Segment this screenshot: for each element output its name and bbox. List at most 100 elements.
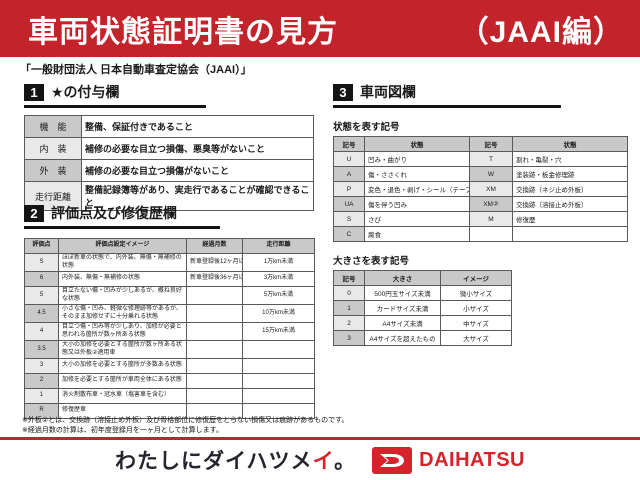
footnote-line: ※経過月数の計算は、初年度登録月を一ヶ月として計算します。 bbox=[22, 426, 223, 434]
table-row: S さび M 修復歴 bbox=[333, 211, 628, 227]
symbol-cell: 0 bbox=[333, 285, 365, 301]
table-row: 1 消火剤散布車・冠水車（塩害車を含む） bbox=[24, 388, 315, 404]
state-cell: 交換跡（溶接止め外板） bbox=[512, 196, 628, 212]
section1-header: 1 ★の付与欄 bbox=[24, 82, 206, 108]
table-row: 0 500円玉サイズ未満 微小サイズ bbox=[333, 285, 512, 301]
column-header: 経過月数 bbox=[186, 238, 243, 254]
score-cell: S bbox=[24, 253, 59, 272]
months-cell bbox=[186, 286, 243, 305]
size-cell: A4サイズを超えたもの bbox=[364, 330, 441, 346]
slogan-accent-text: イ bbox=[312, 450, 335, 473]
score-cell: 3.5 bbox=[24, 340, 59, 359]
state-cell: 塗装跡・板金修理跡 bbox=[512, 166, 628, 182]
table-row: 3.5 大小の加修を必要とする箇所が数ヶ所ある状態又は外板②適用車 bbox=[24, 340, 315, 359]
state-cell: 傷・ささくれ bbox=[364, 166, 470, 182]
size-cell: 500円玉サイズ未満 bbox=[364, 285, 441, 301]
evaluation-table: 評価点 評価点設定イメージ 経過月数 走行距離 S ほぼ新車の状態で、内外装、無… bbox=[24, 238, 315, 419]
image-cell: ほぼ新車の状態で、内外装、無傷・無補修の状態 bbox=[58, 253, 187, 272]
table-row: 機 能 整備、保証付きであること bbox=[24, 115, 314, 138]
row-label: 内 装 bbox=[24, 137, 82, 160]
section2-number-badge: 2 bbox=[24, 204, 44, 222]
image-cell: 小さな傷・凹み、軽微な修理跡等があるが、そのまま加修せずに十分乗れる状態 bbox=[58, 304, 187, 323]
months-cell bbox=[186, 340, 243, 359]
state-cell: 凹み・曲がり bbox=[364, 151, 470, 167]
page-edition: （JAAI編） bbox=[458, 15, 624, 49]
column-header: イメージ bbox=[440, 270, 512, 286]
section3-title: 車両図欄 bbox=[360, 84, 416, 100]
table-row: 3 大小の加修を必要とする箇所が多数ある状態 bbox=[24, 358, 315, 374]
table-header-row: 評価点 評価点設定イメージ 経過月数 走行距離 bbox=[24, 238, 315, 254]
image-cell: 大小の加修を必要とする箇所が数ヶ所ある状態又は外板②適用車 bbox=[58, 340, 187, 359]
table-row: 4 目立つ傷・凹み等が少しあり、加修が必要と思われる箇所が数ヶ所ある状態 15万… bbox=[24, 322, 315, 341]
image-cell: 消火剤散布車・冠水車（塩害車を含む） bbox=[58, 388, 187, 404]
table-row: 3 A4サイズを超えたもの 大サイズ bbox=[333, 330, 512, 346]
distance-cell: 10万km未満 bbox=[242, 304, 315, 323]
column-header: 記号 bbox=[469, 136, 513, 152]
size-table-caption: 大きさを表す記号 bbox=[333, 256, 410, 267]
table-row: 1 カードサイズ未満 小サイズ bbox=[333, 300, 512, 316]
symbol-cell: 3 bbox=[333, 330, 365, 346]
score-cell: 2 bbox=[24, 373, 59, 389]
image-cell: 大小の加修を必要とする箇所が多数ある状態 bbox=[58, 358, 187, 374]
distance-cell: 3万km未満 bbox=[242, 271, 315, 287]
footnote-line: ※外板②とは、交換跡（溶接止め外板）及び骨格部位に修復歴をとらない損傷又は痕跡が… bbox=[22, 417, 349, 424]
table-row: 内 装 補修の必要な目立つ損傷、悪臭等がないこと bbox=[24, 137, 314, 160]
brand-name: DAIHATSU bbox=[419, 448, 526, 471]
months-cell bbox=[186, 373, 243, 389]
section-vehicle-diagram: 3 車両図欄 状態を表す記号 記号 状態 記号 状態 U 凹み・曲がり T 割れ… bbox=[333, 82, 628, 346]
symbol-cell: S bbox=[333, 211, 365, 227]
score-cell: 4 bbox=[24, 322, 59, 341]
image-cell: 微小サイズ bbox=[440, 285, 512, 301]
row-label: 外 装 bbox=[24, 159, 82, 182]
state-cell: 割れ・亀裂・穴 bbox=[512, 151, 628, 167]
state-cell: 腐食 bbox=[364, 226, 470, 242]
state-cell: 変色・退色・剥げ・シール（テープ）跡 bbox=[364, 181, 470, 197]
column-header: 状態 bbox=[512, 136, 628, 152]
row-desc: 整備記録簿等があり、実走行であることが確認できること bbox=[81, 181, 314, 211]
image-cell: 加修を必要とする箇所が車両全体にある状態 bbox=[58, 373, 187, 389]
divider-rule bbox=[0, 437, 640, 440]
table-header-row: 記号 大きさ イメージ bbox=[333, 270, 512, 286]
symbol-cell: UA bbox=[333, 196, 365, 212]
state-cell bbox=[512, 226, 628, 242]
section3-header: 3 車両図欄 bbox=[333, 82, 561, 108]
column-header: 評価点設定イメージ bbox=[58, 238, 187, 254]
table-row: S ほぼ新車の状態で、内外装、無傷・無補修の状態 新車登録後12ヶ月以内 1万k… bbox=[24, 253, 315, 272]
association-subtitle: 「一般財団法人 日本自動車査定協会（JAAI）」 bbox=[20, 64, 252, 76]
distance-cell bbox=[242, 403, 315, 419]
symbol-cell: U bbox=[333, 151, 365, 167]
state-cell: 修復歴 bbox=[512, 211, 628, 227]
distance-cell bbox=[242, 340, 315, 359]
row-desc: 補修の必要な目立つ損傷、悪臭等がないこと bbox=[81, 137, 314, 160]
distance-cell: 15万km未満 bbox=[242, 322, 315, 341]
months-cell bbox=[186, 304, 243, 323]
daihatsu-d-mark-icon bbox=[372, 446, 413, 474]
image-cell: 小サイズ bbox=[440, 300, 512, 316]
daihatsu-brand-logo: DAIHATSU bbox=[372, 446, 526, 474]
symbol-cell: P bbox=[333, 181, 365, 197]
section3-number-badge: 3 bbox=[333, 83, 353, 101]
daihatsu-slogan-logo: わたしにダイハツメイ。 bbox=[115, 445, 356, 475]
column-header: 大きさ bbox=[364, 270, 441, 286]
distance-cell: 5万km未満 bbox=[242, 286, 315, 305]
table-row: 6 内外装、無傷・無補修の状態 新車登録後36ヶ月以内 3万km未満 bbox=[24, 271, 315, 287]
symbol-cell: W bbox=[469, 166, 513, 182]
row-desc: 補修の必要な目立つ損傷がないこと bbox=[81, 159, 314, 182]
image-cell: 内外装、無傷・無補修の状態 bbox=[58, 271, 187, 287]
row-desc: 整備、保証付きであること bbox=[81, 115, 314, 138]
table-row: 5 目立たない傷・凹みが少しあるが、概ね良好な状態 5万km未満 bbox=[24, 286, 315, 305]
footer: わたしにダイハツメイ。 DAIHATSU bbox=[0, 443, 640, 477]
state-cell: さび bbox=[364, 211, 470, 227]
column-header: 状態 bbox=[364, 136, 470, 152]
distance-cell bbox=[242, 358, 315, 374]
symbol-cell bbox=[469, 226, 513, 242]
table-row: P 変色・退色・剥げ・シール（テープ）跡 XM 交換跡（ネジ止め外板） bbox=[333, 181, 628, 197]
section-evaluation-history: 2 評価点及び修復歴欄 評価点 評価点設定イメージ 経過月数 走行距離 S ほぼ… bbox=[24, 203, 315, 419]
section-star-grant: 1 ★の付与欄 機 能 整備、保証付きであること 内 装 補修の必要な目立つ損傷… bbox=[24, 82, 314, 211]
state-cell: 傷を伴う凹み bbox=[364, 196, 470, 212]
state-cell: 交換跡（ネジ止め外板） bbox=[512, 181, 628, 197]
table-row: U 凹み・曲がり T 割れ・亀裂・穴 bbox=[333, 151, 628, 167]
image-cell: 目立つ傷・凹み等が少しあり、加修が必要と思われる箇所が数ヶ所ある状態 bbox=[58, 322, 187, 341]
symbol-cell: XM② bbox=[469, 196, 513, 212]
